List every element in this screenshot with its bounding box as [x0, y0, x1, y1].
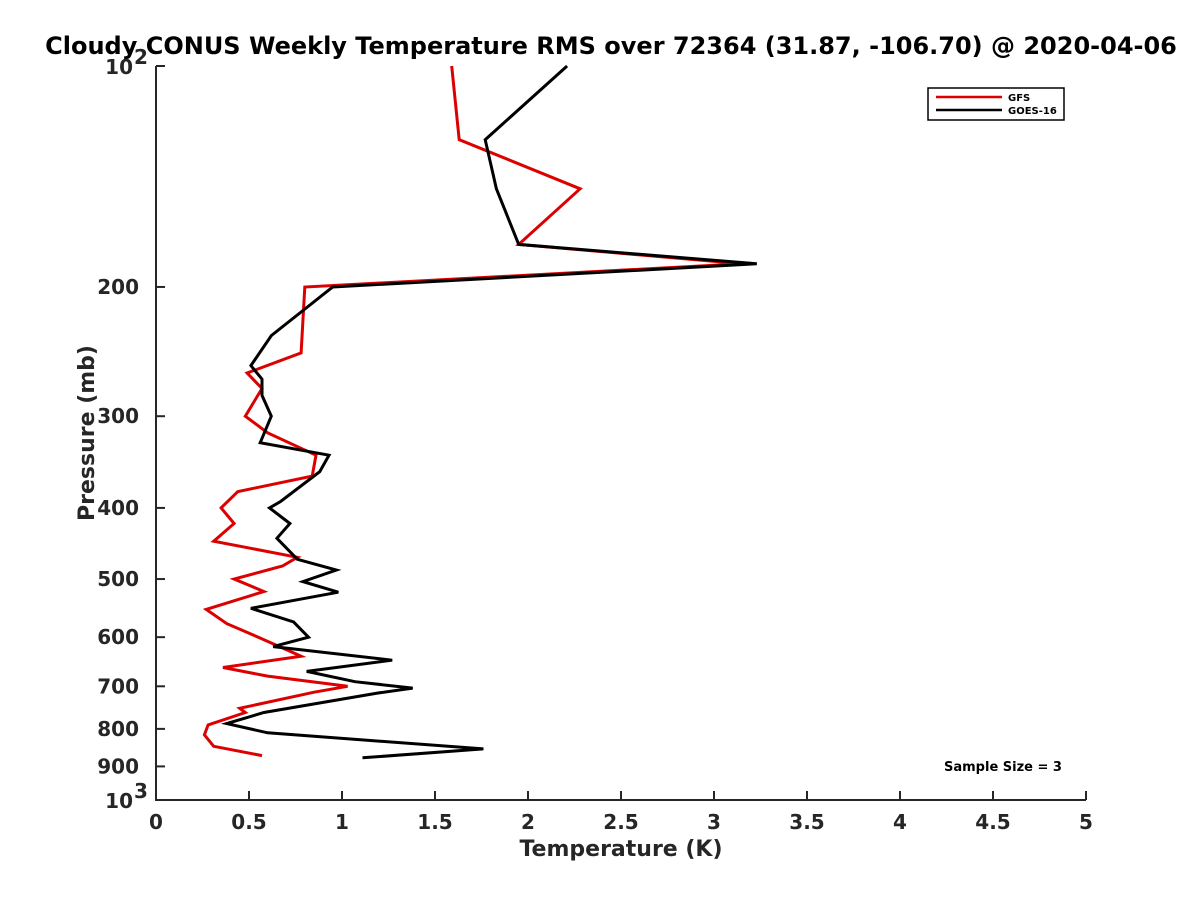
y-tick-label: 200 [97, 275, 139, 299]
y-tick-exponent: 2 [134, 45, 148, 69]
y-tick-label: 700 [97, 674, 139, 698]
sample-size-annotation: Sample Size = 3 [944, 760, 1062, 775]
x-tick-label: 0 [149, 810, 163, 834]
chart-title: Cloudy CONUS Weekly Temperature RMS over… [45, 32, 1177, 60]
y-tick-label: 400 [97, 496, 139, 520]
legend-label-gfs: GFS [1008, 93, 1030, 104]
y-tick-label: 10 [105, 55, 133, 79]
y-tick-label: 600 [97, 625, 139, 649]
x-tick-label: 0.5 [231, 810, 266, 834]
axes-frame [155, 66, 1086, 801]
legend: GFS GOES-16 [927, 87, 1065, 121]
x-axis-label: Temperature (K) [519, 837, 722, 862]
x-tick-label: 1 [335, 810, 349, 834]
x-tick-label: 4 [893, 810, 907, 834]
legend-label-goes16: GOES-16 [1008, 106, 1057, 117]
x-tick-label: 5 [1079, 810, 1093, 834]
x-tick-label: 2.5 [603, 810, 638, 834]
series-line-goes16 [220, 64, 757, 760]
x-axis: 0 0.5 1 1.5 2 2.5 3 3.5 4 4.5 5 [149, 791, 1093, 834]
y-tick-label: 500 [97, 567, 139, 591]
x-tick-label: 1.5 [417, 810, 452, 834]
series-layer [202, 64, 757, 760]
x-tick-label: 3.5 [789, 810, 824, 834]
legend-box [927, 87, 1065, 121]
y-tick-label: 300 [97, 404, 139, 428]
series-line-gfs [202, 65, 743, 758]
y-tick-label: 800 [97, 717, 139, 741]
y-axis-label: Pressure (mb) [75, 345, 100, 521]
y-tick-label: 10 [105, 789, 133, 813]
y-tick-exponent: 3 [134, 779, 148, 803]
x-tick-label: 4.5 [975, 810, 1010, 834]
x-tick-label: 2 [521, 810, 535, 834]
x-tick-label: 3 [707, 810, 721, 834]
y-tick-label: 900 [97, 754, 139, 778]
